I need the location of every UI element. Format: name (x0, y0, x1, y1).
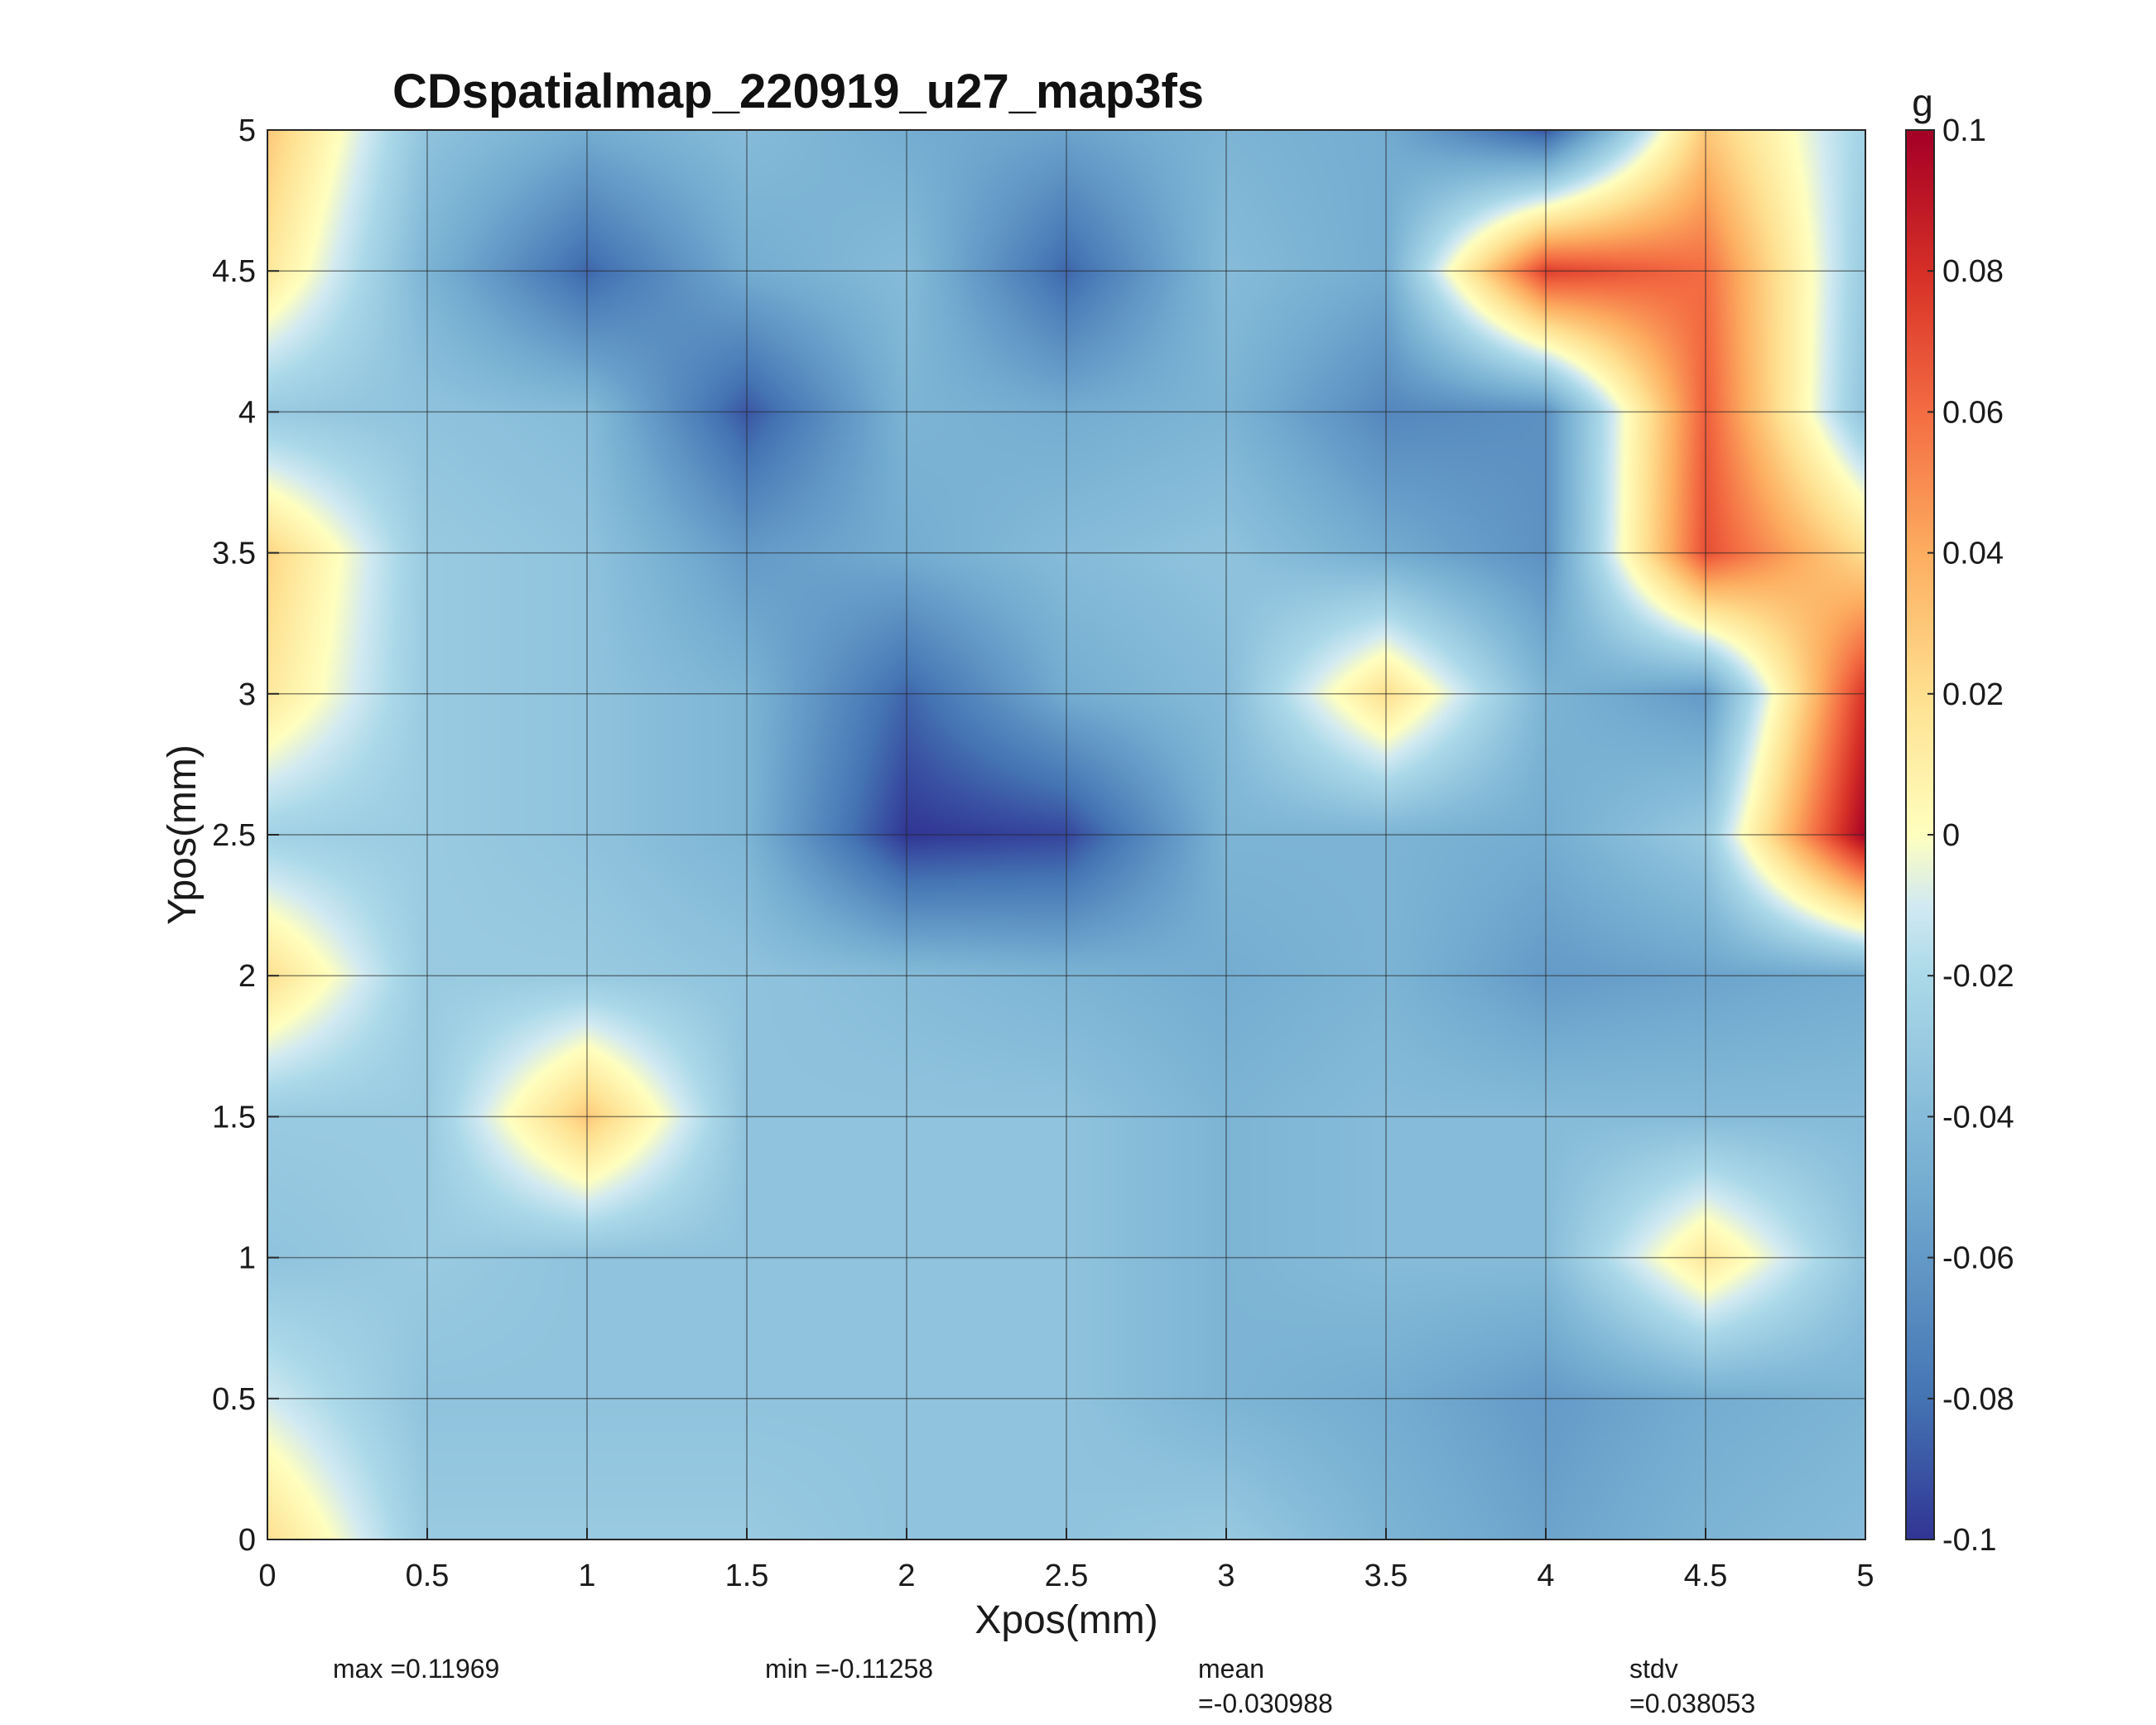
y-tick-label: 0.5 (212, 1382, 256, 1417)
y-tick-label: 3.5 (212, 537, 256, 571)
colorbar-tick-label: -0.06 (1942, 1241, 2014, 1276)
x-tick-label: 0 (258, 1559, 276, 1593)
y-tick-label: 3 (238, 677, 256, 712)
x-tick-label: 2.5 (1045, 1559, 1089, 1593)
colorbar-tick-label: -0.02 (1942, 959, 2014, 994)
chart-title: CDspatialmap_220919_u27_map3fs (392, 65, 1204, 118)
colorbar-tick-label: 0.08 (1942, 254, 2004, 289)
y-axis-label: Ypos(mm) (161, 744, 205, 925)
colorbar-axis: 0.1 0.08 0.06 0.04 0.02 0 -0.02 -0.04 -0.06 -0.08… (1927, 113, 2014, 1558)
stat-max: max =0.11969 (333, 1654, 500, 1684)
y-tick-label: 2.5 (212, 818, 256, 853)
colorbar-label: g (1912, 81, 1933, 124)
colorbar-tick-label: -0.08 (1942, 1382, 2014, 1417)
stat-stdv-value: =0.038053 (1629, 1689, 1756, 1718)
x-tick-label: 0.5 (406, 1559, 450, 1593)
colorbar-tick-label: -0.1 (1942, 1523, 1996, 1558)
colorbar-tick-label: 0.06 (1942, 395, 2004, 430)
y-tick-label: 5 (238, 113, 256, 148)
x-tick-label: 4.5 (1684, 1559, 1728, 1593)
y-tick-label: 1.5 (212, 1100, 256, 1135)
y-axis: 0 0.5 1 1.5 2 2.5 3 3.5 4 4.5 5 (212, 113, 279, 1558)
stat-stdv-label: stdv (1629, 1654, 1678, 1684)
y-tick-label: 4.5 (212, 254, 256, 289)
x-tick-label: 1 (578, 1559, 595, 1593)
colorbar-tick-label: 0.02 (1942, 677, 2004, 712)
x-tick-label: 3 (1217, 1559, 1234, 1593)
colorbar-tick-label: -0.04 (1942, 1100, 2014, 1135)
y-tick-label: 4 (238, 395, 256, 430)
stat-mean-value: =-0.030988 (1198, 1689, 1333, 1718)
stat-min: min =-0.11258 (765, 1654, 934, 1684)
colorbar-tick-label: 0.04 (1942, 537, 2004, 571)
grid-lines (267, 130, 1865, 1539)
x-tick-label: 2 (898, 1559, 915, 1593)
x-tick-label: 4 (1537, 1559, 1554, 1593)
y-tick-label: 0 (238, 1523, 256, 1558)
colorbar-tick-label: 0 (1942, 818, 1960, 853)
x-tick-label: 3.5 (1364, 1559, 1408, 1593)
colorbar-tick-label: 0.1 (1942, 113, 1986, 148)
stat-mean-label: mean (1198, 1654, 1265, 1684)
x-axis-label: Xpos(mm) (975, 1598, 1157, 1642)
x-tick-label: 5 (1856, 1559, 1874, 1593)
y-tick-label: 2 (238, 959, 256, 994)
y-tick-label: 1 (238, 1241, 256, 1276)
x-tick-label: 1.5 (725, 1559, 769, 1593)
x-axis: 0 0.5 1 1.5 2 2.5 3 3.5 4 4.5 5 (258, 1528, 1874, 1593)
